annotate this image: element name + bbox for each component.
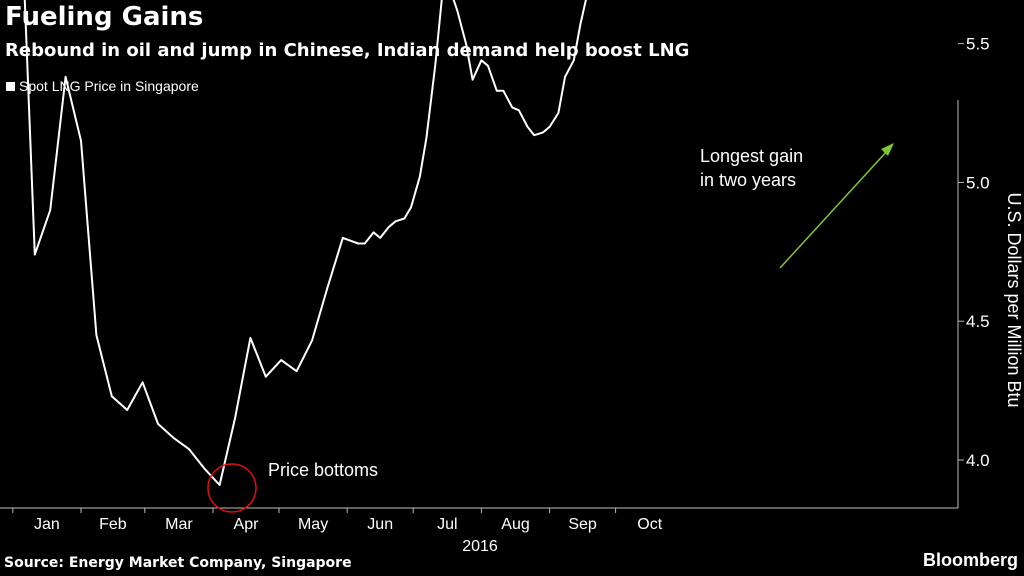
annotation-price-bottoms: Price bottoms [268, 460, 378, 480]
x-tick-label: Jul [437, 516, 457, 533]
brand-logo: Bloomberg [922, 550, 1018, 570]
x-tick-label: Jan [34, 516, 60, 533]
y-tick-label: 5.0 [966, 173, 990, 192]
y-axis-title: U.S. Dollars per Million Btu [1004, 192, 1024, 407]
y-tick-label: 4.5 [966, 312, 990, 331]
x-tick-label: Aug [501, 516, 529, 533]
series-line [23, 0, 587, 486]
x-year-label: 2016 [462, 538, 498, 555]
x-tick-label: Apr [234, 516, 260, 533]
x-tick-label: Feb [99, 516, 127, 533]
chart-subtitle: Rebound in oil and jump in Chinese, Indi… [5, 40, 690, 61]
x-tick-label: Jun [367, 516, 393, 533]
gain-arrow-shaft [779, 149, 889, 269]
x-tick-label: Sep [568, 516, 597, 533]
annotations: Price bottoms Longest gain in two years [207, 143, 894, 513]
legend-swatch [6, 81, 15, 91]
chart-title: Fueling Gains [5, 2, 204, 32]
source-note: Source: Energy Market Company, Singapore [4, 555, 352, 571]
bottom-circle [207, 463, 257, 513]
axes: 4.04.55.05.56.06.5U.S. Dollars per Milli… [0, 35, 1024, 555]
chart-marks [23, 0, 587, 486]
x-tick-label: Oct [637, 516, 662, 533]
x-tick-label: May [298, 516, 328, 533]
annotation-longest-gain-line: in two years [700, 170, 796, 190]
y-tick-label: 4.0 [966, 451, 990, 470]
x-tick-label: Mar [165, 516, 193, 533]
gain-arrow-head [881, 143, 894, 156]
annotation-longest-gain-line: Longest gain [700, 146, 803, 166]
y-tick-label: 5.5 [966, 35, 990, 54]
